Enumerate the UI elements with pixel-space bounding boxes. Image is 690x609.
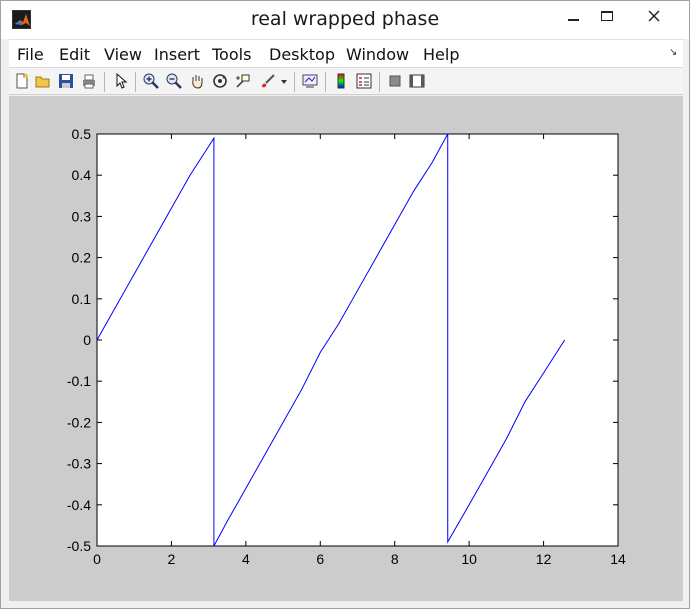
x-tick-label: 14 [610, 551, 626, 567]
hide-plot-tools-icon[interactable] [386, 72, 404, 90]
toolbar-separator [294, 72, 295, 92]
menu-view[interactable]: View [104, 45, 142, 64]
menu-bar: File Edit View Insert Tools Desktop Wind… [9, 39, 683, 67]
figure-canvas: 0 2 4 6 8 10 12 14 -0.5 -0.4 -0.3 -0.2 -0.1 0 0.1 0.2 0.… [9, 96, 683, 601]
open-file-icon[interactable] [34, 72, 52, 90]
x-tick-label: 12 [536, 551, 552, 567]
matlab-icon [12, 10, 31, 29]
y-tick-label: -0.2 [67, 414, 91, 430]
y-tick-label: 0.2 [72, 250, 92, 266]
y-tick-label: -0.4 [67, 497, 91, 513]
toolbar-separator [104, 72, 105, 92]
rotate-icon[interactable] [211, 72, 229, 90]
menu-insert[interactable]: Insert [154, 45, 200, 64]
x-tick-label: 6 [316, 551, 324, 567]
toolbar-separator [325, 72, 326, 92]
y-tick-label: 0.3 [72, 208, 92, 224]
menu-tools[interactable]: Tools [212, 45, 252, 64]
data-cursor-icon[interactable] [234, 72, 252, 90]
new-figure-icon[interactable] [13, 72, 31, 90]
menu-dock-arrow-icon[interactable]: ↘ [669, 47, 678, 58]
toolbar-separator [135, 72, 136, 92]
maximize-icon [601, 11, 613, 21]
plot-axes[interactable] [96, 133, 619, 547]
pointer-icon[interactable] [112, 72, 130, 90]
x-tick-label: 2 [168, 551, 176, 567]
toolbar-separator [379, 72, 380, 92]
save-icon[interactable] [57, 72, 75, 90]
menu-help[interactable]: Help [423, 45, 460, 64]
line-chart[interactable]: 0 2 4 6 8 10 12 14 -0.5 -0.4 -0.3 -0.2 -0.1 0 0.1 0.2 0.… [9, 96, 683, 601]
x-tick-label: 4 [242, 551, 250, 567]
window-title: real wrapped phase [250, 8, 440, 30]
pan-icon[interactable] [188, 72, 206, 90]
x-tick-label: 0 [93, 551, 101, 567]
menu-desktop[interactable]: Desktop [269, 45, 335, 64]
y-tick-label: 0.4 [72, 167, 92, 183]
close-icon [648, 10, 660, 22]
brush-icon[interactable] [259, 72, 277, 90]
x-tick-label: 10 [461, 551, 477, 567]
y-tick-label: 0.5 [72, 126, 92, 142]
zoom-in-icon[interactable] [142, 72, 160, 90]
zoom-out-icon[interactable] [165, 72, 183, 90]
close-button[interactable] [625, 1, 683, 31]
colorbar-icon[interactable] [332, 72, 350, 90]
print-icon[interactable] [80, 72, 98, 90]
x-tick-label: 8 [391, 551, 399, 567]
legend-icon[interactable] [355, 72, 373, 90]
brush-dropdown-icon[interactable] [279, 72, 289, 90]
y-tick-label: -0.3 [67, 456, 91, 472]
series-line [96, 133, 566, 547]
y-tick-label: -0.1 [67, 373, 91, 389]
menu-edit[interactable]: Edit [59, 45, 90, 64]
minimize-button[interactable] [553, 1, 593, 31]
title-bar: real wrapped phase [1, 1, 689, 39]
show-plot-tools-icon[interactable] [408, 72, 426, 90]
minimize-icon [567, 19, 579, 21]
menu-file[interactable]: File [17, 45, 44, 64]
figure-toolbar [9, 67, 683, 95]
menu-window[interactable]: Window [346, 45, 410, 64]
y-tick-label: 0 [83, 332, 91, 348]
y-tick-label: 0.1 [72, 291, 92, 307]
link-plot-icon[interactable] [301, 72, 319, 90]
y-tick-label: -0.5 [67, 538, 91, 554]
maximize-button[interactable] [587, 1, 627, 31]
